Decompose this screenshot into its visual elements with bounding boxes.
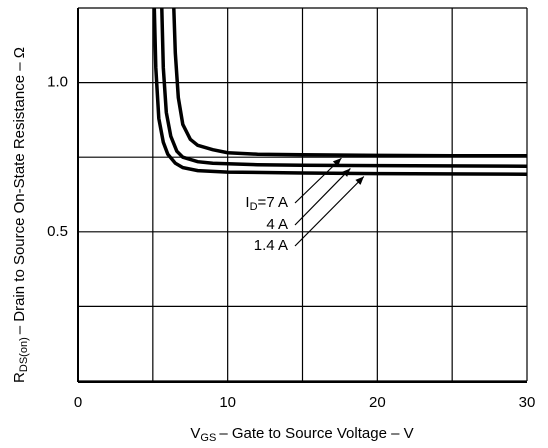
x-label-rest: – Gate to Source Voltage – V bbox=[219, 425, 413, 442]
y-label-main: R bbox=[11, 372, 28, 383]
series-label: 1.4 A bbox=[254, 237, 288, 254]
legend-prefix-sign: = bbox=[258, 194, 267, 211]
y-tick-label: 1.0 bbox=[47, 74, 68, 91]
x-tick-label: 20 bbox=[369, 394, 386, 411]
series-line bbox=[152, 7, 528, 176]
y-axis-label: RDS(on) – Drain to Source On-State Resist… bbox=[11, 47, 30, 383]
y-tick-label: 0.5 bbox=[47, 223, 68, 240]
x-tick-label: 10 bbox=[219, 394, 236, 411]
x-label-main: V bbox=[190, 425, 200, 442]
y-label-sub: DS(on) bbox=[18, 337, 30, 372]
leader-line bbox=[294, 157, 342, 204]
x-tick-label: 30 bbox=[519, 394, 536, 411]
series-name: 7 A bbox=[266, 194, 288, 211]
x-tick-label: 0 bbox=[74, 394, 82, 411]
y-label-rest: – Drain to Source On-State Resistance – … bbox=[11, 47, 28, 334]
series-label: ID=7 A bbox=[245, 194, 288, 213]
series-line bbox=[160, 7, 528, 168]
series-line bbox=[172, 7, 527, 158]
x-axis-label: VGS – Gate to Source Voltage – V bbox=[190, 425, 413, 444]
legend-prefix-sub: D bbox=[250, 201, 258, 213]
x-label-sub: GS bbox=[200, 432, 216, 444]
leader-line bbox=[294, 176, 365, 247]
legend-prefix-main: I bbox=[245, 194, 249, 211]
series-label: 4 A bbox=[266, 216, 288, 233]
leader-line bbox=[294, 168, 351, 226]
